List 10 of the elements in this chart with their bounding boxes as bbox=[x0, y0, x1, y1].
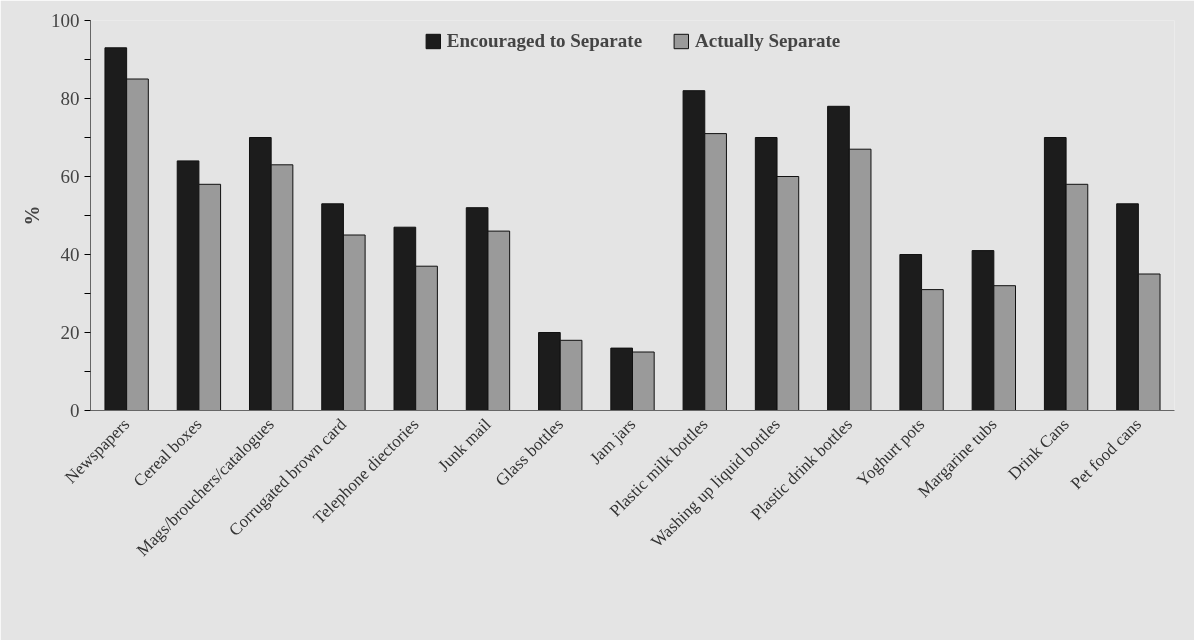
y-tick-label: 80 bbox=[60, 88, 80, 109]
y-tick-label: 0 bbox=[70, 400, 80, 421]
y-tick-label: 40 bbox=[60, 244, 80, 265]
y-tick-label: 60 bbox=[60, 166, 80, 187]
legend-label: Actually Separate bbox=[695, 30, 841, 52]
legend-label: Encouraged to Separate bbox=[446, 30, 643, 52]
y-tick-label: 100 bbox=[51, 10, 80, 31]
y-tick-label: 20 bbox=[60, 322, 80, 343]
y-axis-title: % bbox=[21, 205, 43, 226]
x-tick-label: Jam jars bbox=[586, 414, 640, 468]
